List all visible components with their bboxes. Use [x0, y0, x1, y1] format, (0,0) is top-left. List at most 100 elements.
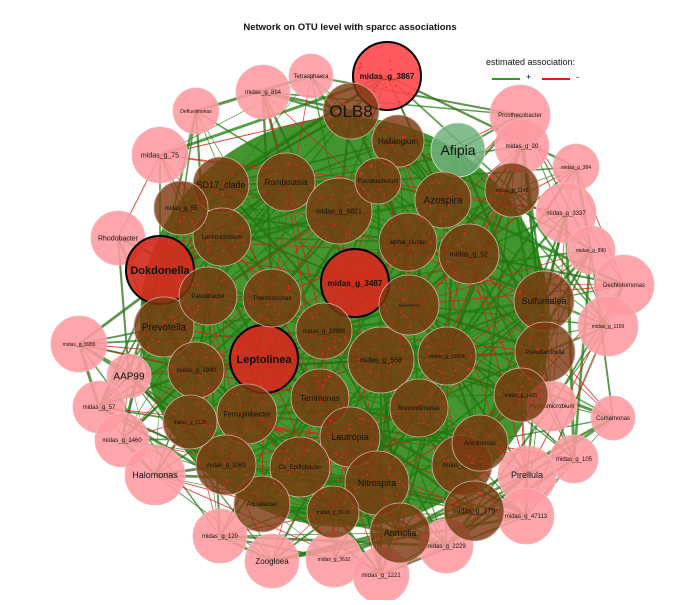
- node-speckle: [537, 395, 540, 397]
- node-speckle: [146, 341, 149, 344]
- node-label: midas_g_1142: [496, 188, 529, 194]
- node-speckle: [486, 252, 489, 255]
- node-speckle: [209, 432, 212, 435]
- node-circle: [133, 296, 195, 358]
- node-speckle: [502, 446, 505, 449]
- node-speckle: [473, 442, 476, 445]
- node-speckle: [338, 103, 341, 105]
- node-speckle: [232, 453, 235, 456]
- node-speckle: [278, 450, 281, 452]
- node-speckle: [383, 194, 385, 196]
- node-speckle: [337, 93, 340, 96]
- node-circle: [106, 353, 152, 399]
- node-speckle: [348, 237, 350, 240]
- node-speckle: [360, 127, 363, 130]
- node-speckle: [411, 531, 414, 534]
- node-circle: [322, 82, 380, 140]
- node-speckle: [419, 401, 421, 404]
- node-speckle: [555, 283, 558, 286]
- node-speckle: [382, 303, 385, 306]
- node-speckle: [333, 527, 336, 530]
- node-speckle: [325, 460, 328, 463]
- node-romboutsia: Romboutsia: [256, 152, 316, 212]
- node-speckle: [356, 209, 359, 211]
- node-speckle: [297, 452, 299, 454]
- node-speckle: [330, 530, 333, 533]
- node-midas-g-10554: midas_g_10554: [417, 326, 477, 386]
- node-label: Rhodobacter: [98, 235, 139, 242]
- node-speckle: [222, 249, 225, 252]
- node-circle: [178, 266, 238, 326]
- node-speckle: [202, 408, 205, 410]
- node-speckle: [339, 270, 342, 272]
- node-sulfuritalea: Sulfuritalea: [513, 270, 575, 332]
- node-speckle: [204, 422, 207, 425]
- node-speckle: [377, 373, 380, 376]
- node-speckle: [499, 450, 502, 453]
- node-speckle: [249, 302, 252, 305]
- node-flavobacterium: Flavobacterium: [354, 157, 402, 205]
- node-speckle: [213, 357, 216, 360]
- node-speckle: [445, 199, 448, 202]
- node-speckle: [268, 175, 270, 177]
- node-speckle: [402, 530, 405, 532]
- node-speckle: [270, 486, 273, 489]
- node-speckle: [425, 413, 427, 415]
- node-label: Paludibacter: [191, 294, 224, 300]
- node-speckle: [250, 340, 252, 343]
- node-speckle: [338, 338, 341, 341]
- node-circle: [242, 268, 302, 328]
- node-speckle: [191, 388, 194, 391]
- node-speckle: [313, 503, 315, 506]
- node-speckle: [263, 514, 266, 517]
- node-speckle: [291, 203, 294, 206]
- node-circle: [153, 180, 209, 236]
- node-label: midas_g_179: [453, 508, 495, 515]
- node-speckle: [172, 412, 175, 415]
- node-speckle: [385, 498, 388, 500]
- node-speckle: [519, 289, 521, 292]
- node-speckle: [187, 205, 189, 208]
- node-speckle: [165, 247, 167, 250]
- node-speckle: [402, 136, 404, 139]
- node-speckle: [506, 385, 509, 388]
- node-speckle: [364, 381, 367, 383]
- node-speckle: [207, 387, 210, 389]
- node-label: Brevundimonas: [398, 406, 440, 412]
- node-label: midas_g_3616: [317, 510, 350, 516]
- node-speckle: [179, 341, 182, 343]
- node-lentimicrobium: Lentimicrobium: [192, 207, 252, 267]
- node-speckle: [379, 264, 381, 266]
- node-speckle: [140, 274, 143, 277]
- node-speckle: [213, 301, 216, 303]
- node-label: Leptolinea: [236, 354, 292, 366]
- node-speckle: [265, 349, 267, 352]
- node-speckle: [550, 326, 553, 329]
- node-olb8: OLB8: [322, 82, 380, 140]
- network-edge: [285, 181, 321, 399]
- node-speckle: [264, 382, 266, 384]
- node-speckle: [311, 334, 314, 337]
- node-label: alphal_cluster: [389, 240, 426, 246]
- node-speckle: [437, 182, 440, 184]
- node-speckle: [210, 295, 213, 298]
- node-speckle: [452, 269, 454, 272]
- node-speckle: [243, 489, 246, 492]
- node-speckle: [355, 435, 357, 438]
- node-speckle: [275, 172, 277, 175]
- node-speckle: [460, 524, 463, 527]
- node-speckle: [158, 340, 160, 343]
- node-speckle: [197, 304, 200, 307]
- node-speckle: [466, 514, 468, 516]
- node-speckle: [256, 298, 258, 301]
- node-label: midas_g_6821: [316, 208, 362, 215]
- legend-positive-line: [492, 78, 520, 80]
- node-speckle: [454, 369, 457, 372]
- node-azospira: Azospira: [414, 171, 472, 229]
- chart-title: Network on OTU level with sparcc associa…: [243, 22, 457, 33]
- node-speckle: [225, 480, 228, 483]
- node-speckle: [264, 394, 267, 397]
- node-speckle: [435, 354, 438, 357]
- node-label: midas_g_384: [561, 165, 591, 171]
- node-speckle: [392, 119, 395, 122]
